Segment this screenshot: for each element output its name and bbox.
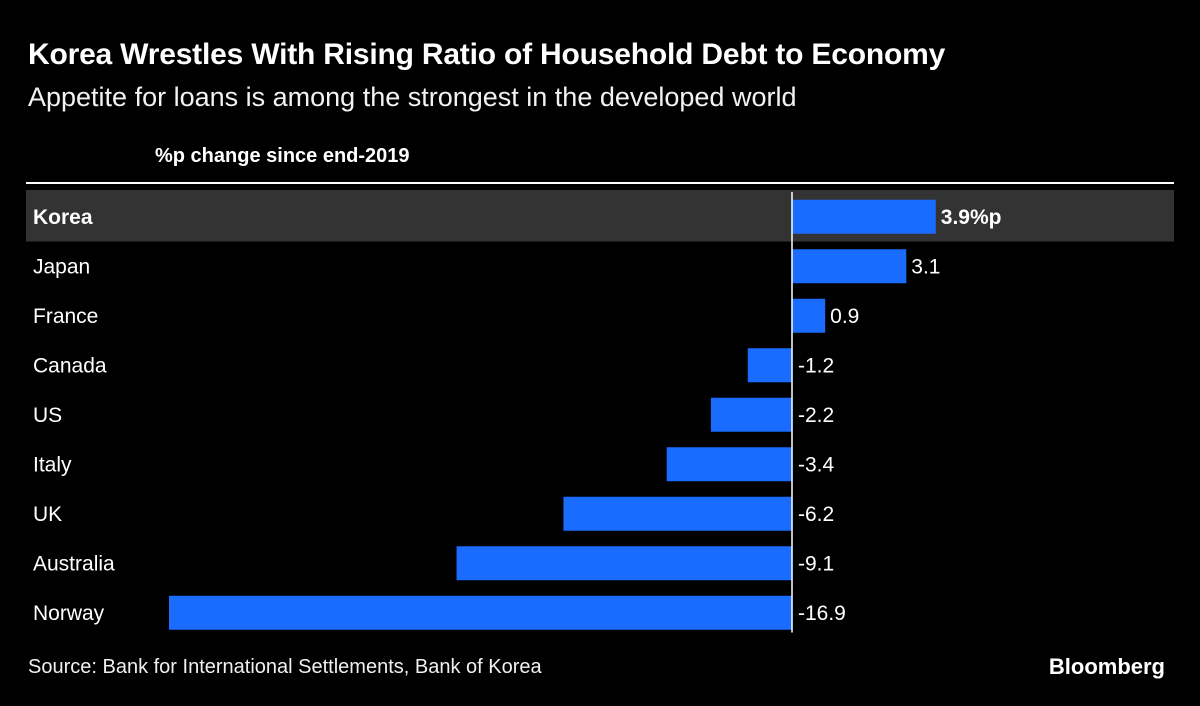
value-label: -6.2 — [798, 503, 834, 526]
value-label: -2.2 — [798, 404, 834, 427]
chart-title: Korea Wrestles With Rising Ratio of Hous… — [28, 38, 946, 71]
bar — [792, 249, 907, 284]
highlight-row-bg — [26, 190, 1174, 242]
bar — [666, 447, 792, 482]
value-label: -16.9 — [798, 602, 846, 625]
bloomberg-logo: Bloomberg — [1048, 654, 1165, 679]
bar — [563, 496, 792, 531]
bar — [456, 546, 792, 581]
value-label: 3.1 — [911, 255, 940, 278]
category-label: Korea — [33, 206, 93, 229]
value-label: 0.9 — [830, 305, 859, 328]
bar — [169, 595, 792, 630]
bar — [710, 397, 792, 432]
category-label: France — [33, 305, 98, 328]
axis-header: %p change since end-2019 — [155, 145, 410, 167]
category-label: Italy — [33, 453, 72, 476]
value-label: -9.1 — [798, 552, 834, 575]
category-label: Australia — [33, 552, 115, 575]
category-label: US — [33, 404, 62, 427]
category-label: Norway — [33, 602, 105, 625]
bar-chart-svg: Korea 3.9%p Japan 3.1 France 0.9 Canada -1.2 US -… — [26, 190, 1174, 633]
category-label: Canada — [33, 354, 107, 377]
category-label: Japan — [33, 255, 90, 278]
top-rule — [26, 182, 1174, 184]
value-label: -1.2 — [798, 354, 834, 377]
value-label: 3.9%p — [941, 206, 1002, 229]
chart-subtitle: Appetite for loans is among the stronges… — [28, 82, 797, 112]
bar-chart: Korea 3.9%p Japan 3.1 France 0.9 Canada -1.2 US -… — [26, 182, 1174, 634]
bar — [792, 298, 826, 333]
category-label: UK — [33, 503, 62, 526]
bar — [747, 348, 792, 383]
source-note: Source: Bank for International Settlemen… — [28, 656, 542, 678]
bar — [792, 199, 936, 234]
value-label: -3.4 — [798, 453, 835, 476]
